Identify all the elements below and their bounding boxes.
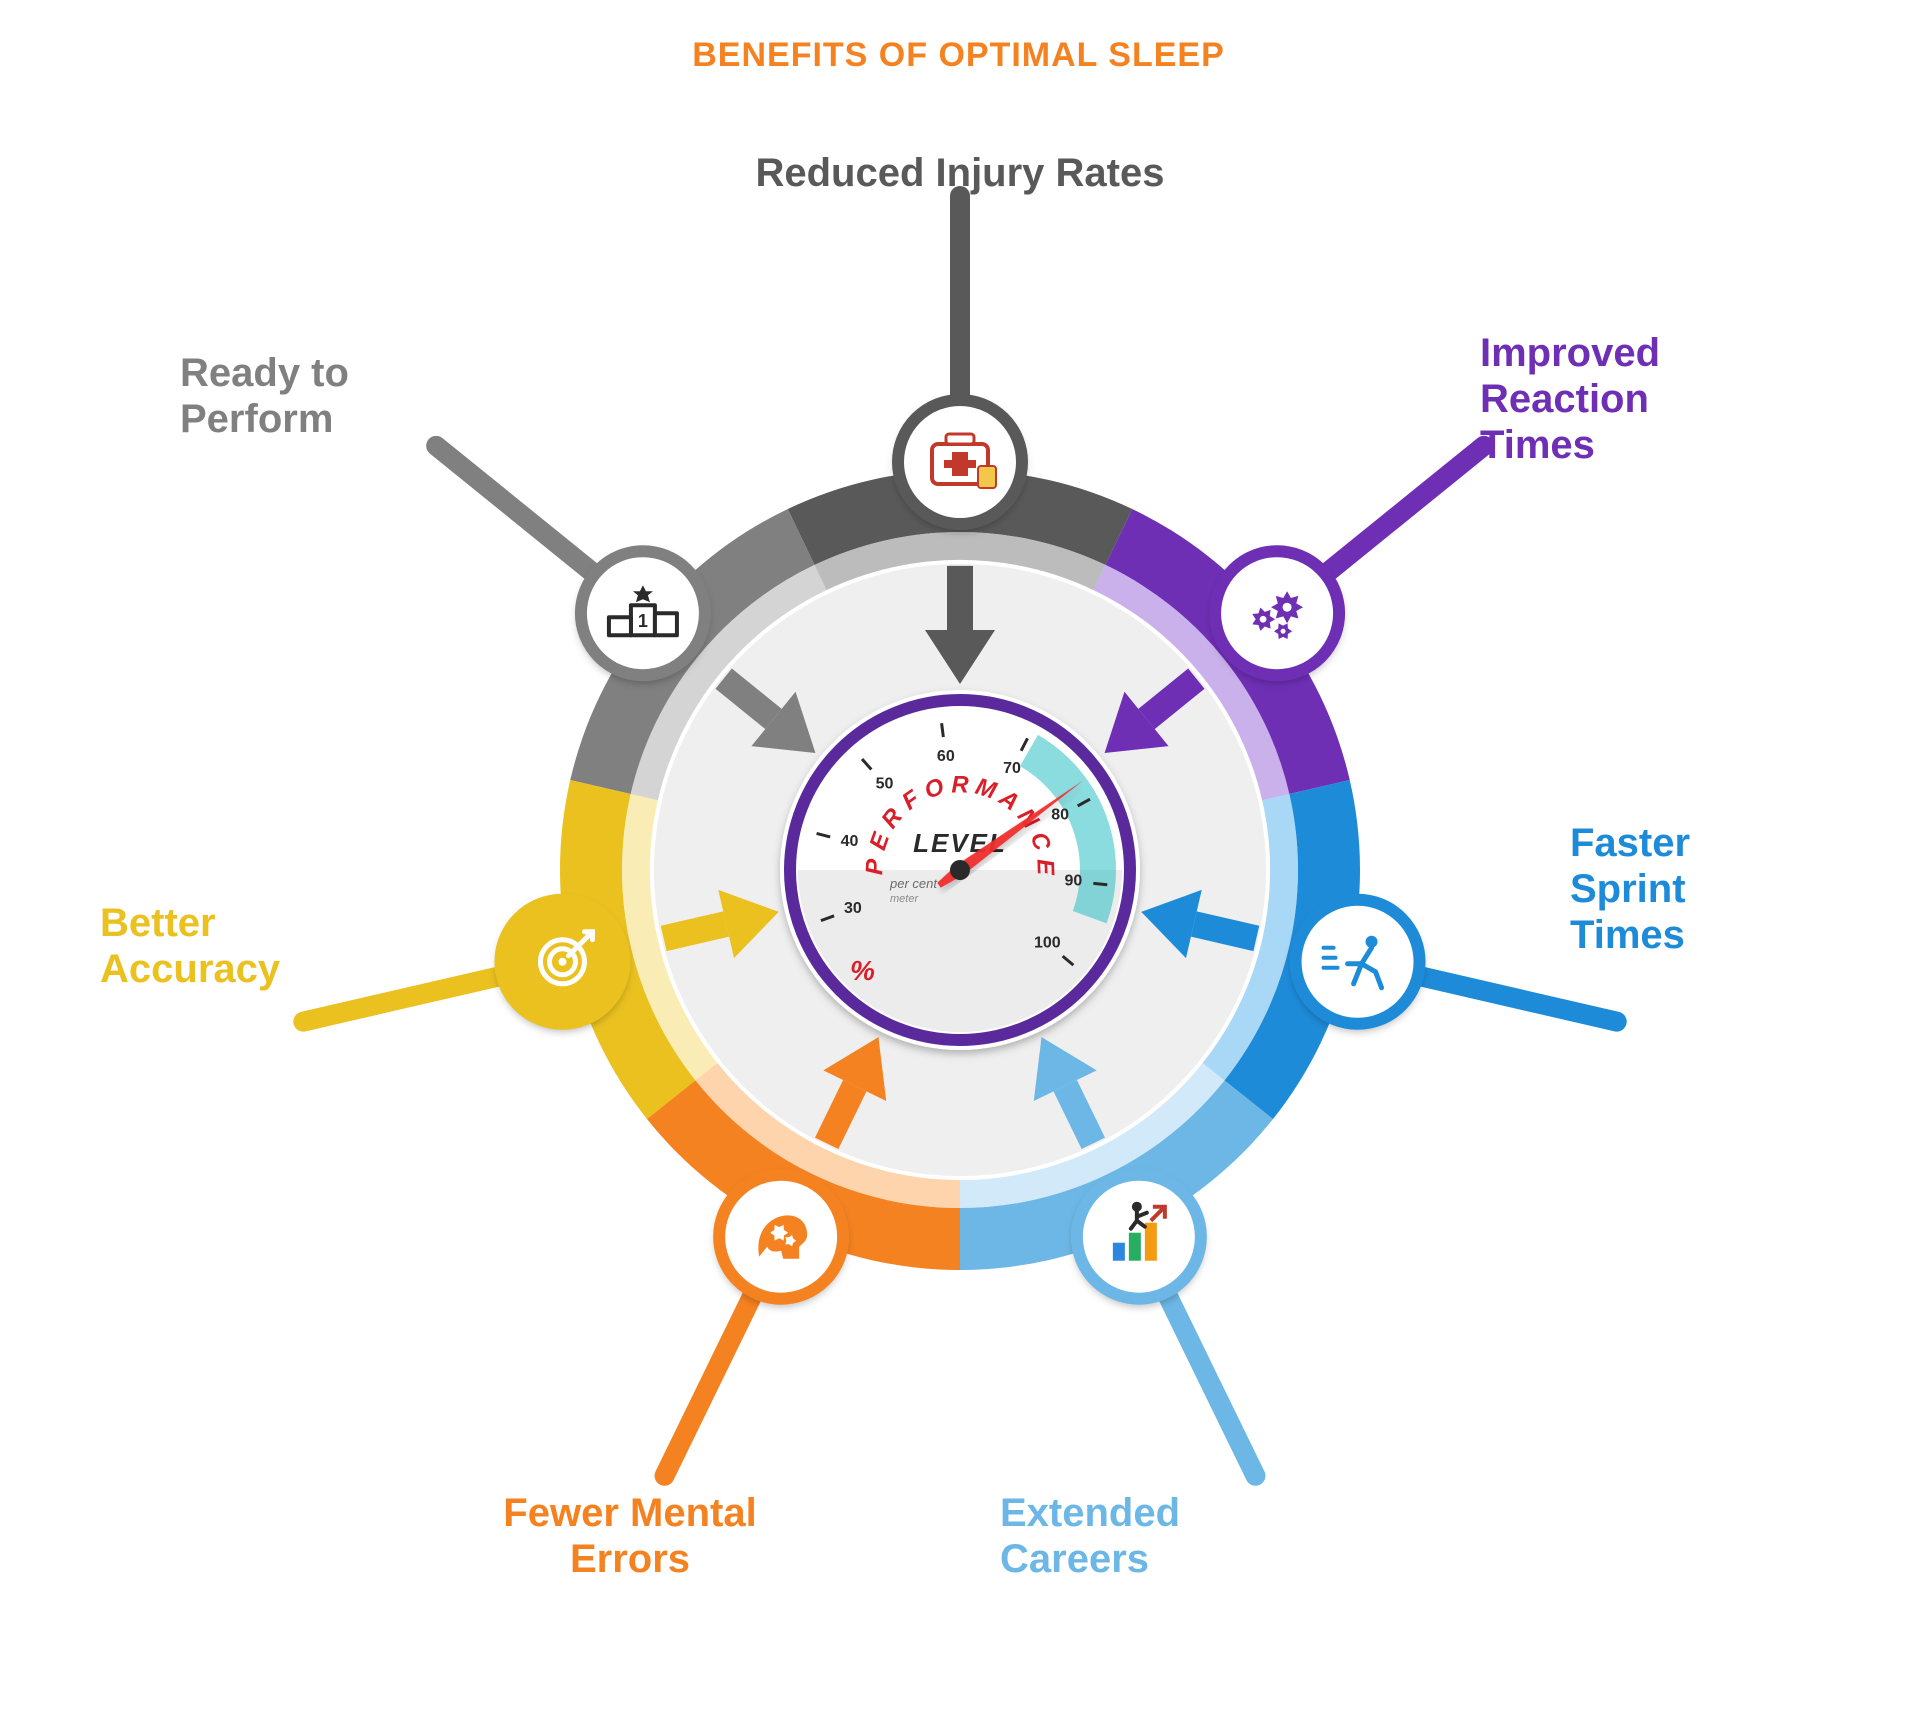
label-mental: Fewer MentalErrors <box>420 1490 840 1582</box>
gauge-tick-label: 40 <box>841 833 859 850</box>
infographic-page: BENEFITS OF OPTIMAL SLEEP 30405060708090… <box>0 0 1917 1727</box>
gauge-tick-label: 90 <box>1065 873 1083 890</box>
gauge-tick-label: 50 <box>876 776 894 793</box>
svg-text:E: E <box>1031 859 1059 877</box>
gauge-tick-label: 80 <box>1051 807 1069 824</box>
label-ready-line-0: Ready to <box>180 351 349 395</box>
label-ready: Ready toPerform <box>180 350 500 442</box>
svg-text:P: P <box>861 858 889 876</box>
stem-mental <box>651 1283 765 1490</box>
label-careers: ExtendedCareers <box>1000 1490 1360 1582</box>
stem-sprint <box>1410 965 1629 1034</box>
label-reaction-line-0: Improved <box>1480 331 1660 375</box>
label-accuracy-line-0: Better <box>100 901 216 945</box>
label-reaction: ImprovedReactionTimes <box>1480 330 1840 468</box>
stem-careers <box>1154 1283 1268 1490</box>
label-mental-line-0: Fewer Mental <box>503 1491 756 1535</box>
gauge-percent-glyph: % <box>850 955 875 986</box>
stem-injury <box>950 186 970 406</box>
label-sprint-line-2: Times <box>1570 913 1685 957</box>
hub: 30405060708090100PERFORMANCELEVELper cen… <box>780 690 1140 1050</box>
gauge-tick-label: 60 <box>937 748 955 765</box>
node-reaction <box>1215 551 1339 675</box>
gauge-unit-sub: meter <box>890 893 919 905</box>
gauge-tick-label: 70 <box>1003 760 1021 777</box>
stem-ready <box>422 432 606 586</box>
label-accuracy: BetterAccuracy <box>100 900 400 992</box>
label-accuracy-line-1: Accuracy <box>100 947 280 991</box>
svg-text:1: 1 <box>638 611 648 631</box>
label-injury-line-0: Reduced Injury Rates <box>755 151 1164 195</box>
gauge-unit-label: per cent <box>889 876 938 891</box>
svg-text:R: R <box>951 771 969 798</box>
label-sprint-line-0: Faster <box>1570 821 1690 865</box>
label-injury: Reduced Injury Rates <box>680 150 1240 196</box>
label-ready-line-1: Perform <box>180 397 333 441</box>
gauge-tick-label: 100 <box>1034 934 1061 951</box>
label-careers-line-1: Careers <box>1000 1537 1149 1581</box>
stem-reaction <box>1314 432 1498 586</box>
gauge-tick <box>1093 883 1107 884</box>
label-careers-line-0: Extended <box>1000 1491 1180 1535</box>
label-reaction-line-1: Reaction <box>1480 377 1649 421</box>
gauge-tick-label: 30 <box>844 900 862 917</box>
gauge-tick <box>942 723 944 737</box>
label-mental-line-1: Errors <box>570 1537 690 1581</box>
label-reaction-line-2: Times <box>1480 423 1595 467</box>
label-sprint-line-1: Sprint <box>1570 867 1686 911</box>
label-sprint: FasterSprintTimes <box>1570 820 1870 958</box>
